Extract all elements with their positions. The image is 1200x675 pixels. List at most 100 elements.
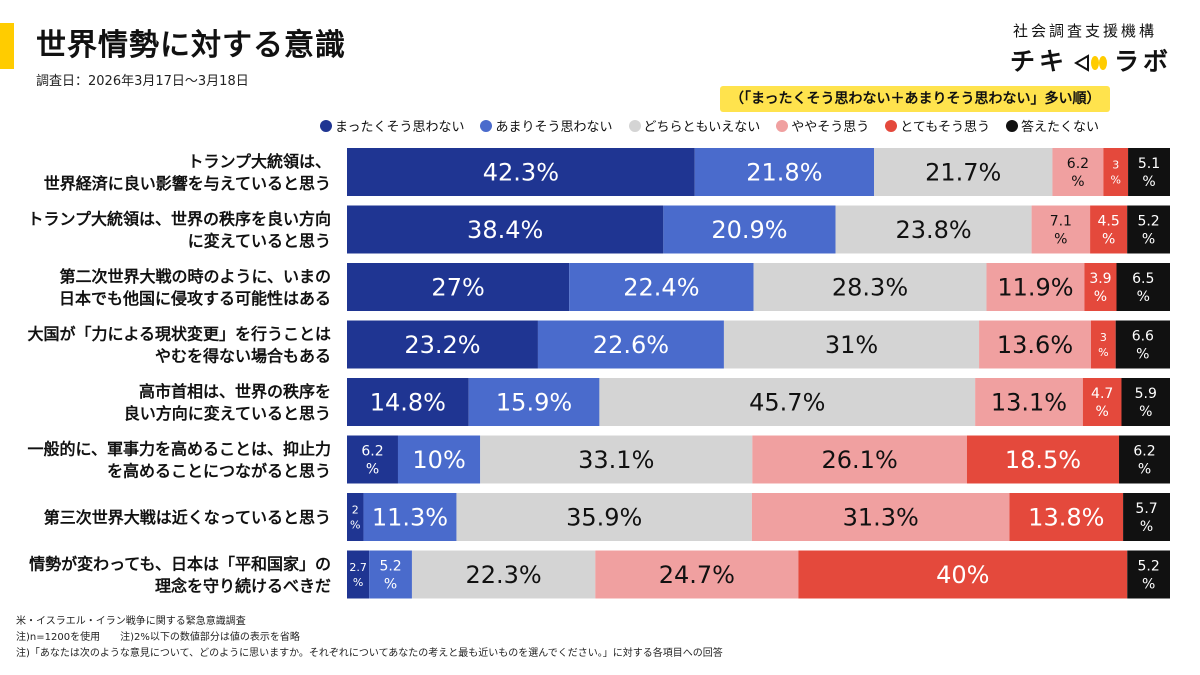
brand-left-text: チキ [1010, 47, 1069, 76]
bar-segment [347, 148, 695, 196]
bar-segment [1121, 378, 1170, 426]
data-label: 35.9% [566, 504, 642, 532]
bar-segment [986, 263, 1085, 311]
bar-segment [874, 148, 1053, 196]
legend-label: どちらともいえない [643, 120, 761, 135]
bar-segment [480, 435, 753, 484]
sort-order-note: （「まったくそう思わない＋あまりそう思わない」多い順） [720, 86, 1111, 112]
legend-dot-icon [480, 120, 493, 132]
data-label: 21.7% [925, 159, 1001, 187]
legend-label: ややそう思う [791, 120, 870, 135]
bar-row: 第二次世界大戦の時のように、いまの日本でも他国に侵攻する可能性はある 27% 22.… [59, 263, 1170, 311]
data-label: 2% [350, 503, 360, 531]
bar-segment [347, 205, 664, 254]
legend-label: 答えたくない [1020, 120, 1099, 135]
legend-label: あまりそう思わない [495, 120, 613, 135]
bar-row: 一般的に、軍事力を高めることは、抑止力を高めることにつながると思う 6.2% 10%… [27, 435, 1170, 484]
organization-name: 社会調査支援機構 [1013, 22, 1158, 40]
bar-row: 大国が「力による現状変更」を行うことはやむを得ない場合もある 23.2% 22.6%… [27, 320, 1170, 369]
category-label: 情勢が変わっても、日本は「平和国家」の理念を守り続けるべきだ [29, 555, 331, 596]
data-label: 23.2% [404, 331, 480, 359]
data-label: 6.2% [361, 444, 383, 478]
bar-segment [411, 550, 596, 599]
legend-dot-icon [885, 120, 898, 132]
data-label: 23.8% [895, 216, 971, 244]
bar-segment [1115, 320, 1170, 369]
data-label: 13.8% [1028, 504, 1104, 532]
data-label: 11.3% [372, 504, 448, 532]
bar-segment [1090, 205, 1128, 254]
data-label: 7.1% [1050, 214, 1072, 248]
bar-segment [1116, 263, 1170, 311]
data-label: 5.2% [1137, 214, 1159, 248]
footnotes: 米・イスラエル・イラン戦争に関する緊急意識調査 注)n=1200を使用 注)2%… [16, 614, 723, 662]
bar-segment [397, 435, 481, 484]
bar-segment [363, 493, 457, 541]
data-label: 5.9% [1135, 386, 1157, 420]
data-label: 3% [1098, 331, 1108, 359]
legend-label: とてもそう思う [900, 120, 990, 135]
data-label: 42.3% [483, 159, 559, 187]
page-title: 世界情勢に対する意識 [36, 28, 346, 63]
data-label: 22.6% [593, 331, 669, 359]
data-label: 14.8% [370, 389, 446, 417]
category-label: 大国が「力による現状変更」を行うことはやむを得ない場合もある [27, 325, 331, 366]
bar-segment [723, 320, 980, 369]
bar-segment [1084, 263, 1117, 311]
legend-label: まったくそう思わない [335, 120, 465, 135]
bar-segment [798, 550, 1128, 599]
data-label: 2.7% [349, 561, 367, 589]
data-label: 24.7% [659, 561, 735, 589]
data-label: 4.5% [1097, 214, 1119, 248]
data-label: 27% [431, 274, 484, 302]
bar-segment [1090, 320, 1116, 369]
bar-segment [1127, 205, 1170, 254]
bar-segment [1009, 493, 1124, 541]
category-label: 第二次世界大戦の時のように、いまの日本でも他国に侵攻する可能性はある [59, 267, 331, 308]
category-label: 一般的に、軍事力を高めることは、抑止力を高めることにつながると思う [27, 440, 331, 481]
data-label: 5.2% [1137, 559, 1159, 593]
bar-segment [347, 378, 469, 426]
legend-item: ややそう思う [776, 116, 869, 135]
legend-dot-icon [776, 120, 789, 132]
data-label: 38.4% [467, 216, 543, 244]
bar-row: 第三次世界大戦は近くなっていると思う 2% 11.3% 35.9% 31.3% 13.8%… [44, 493, 1170, 541]
data-label: 6.6% [1132, 329, 1154, 363]
bar-segment [1123, 493, 1170, 541]
bar-row: 情勢が変わっても、日本は「平和国家」の理念を守り続けるべきだ 2.7 % 5.2% 22… [29, 550, 1170, 599]
bar-segment [835, 205, 1032, 254]
bar-segment [1128, 148, 1170, 196]
bar-segment [369, 550, 412, 599]
data-label: 10% [412, 446, 465, 474]
bar-segment [1052, 148, 1104, 196]
data-label: 22.3% [465, 561, 541, 589]
data-label: 11.9% [997, 274, 1073, 302]
bar-segment [595, 550, 799, 599]
data-label: 45.7% [749, 389, 825, 417]
brand-right-text: ラボ [1114, 47, 1173, 76]
bar-segment [347, 550, 370, 599]
footnote-survey-name: 米・イスラエル・イラン戦争に関する緊急意識調査 [16, 616, 246, 627]
data-label: 21.8% [746, 159, 822, 187]
category-label: トランプ大統領は、世界の秩序を良い方向に変えていると思う [27, 210, 331, 251]
data-label: 33.1% [578, 446, 654, 474]
data-label: 22.4% [623, 274, 699, 302]
footnote-question: 注)「あなたは次のような意見について、どのように思いますか。それぞれについてあな… [16, 648, 723, 659]
bar-segment [347, 435, 398, 484]
data-label: 6.5% [1132, 271, 1154, 305]
title-accent-bar [0, 23, 14, 69]
bar-segment [468, 378, 600, 426]
brand-mark-icon [1074, 49, 1108, 78]
bar-segment [1119, 435, 1170, 484]
legend-item: まったくそう思わない [320, 116, 464, 135]
bar-row: 高市首相は、世界の秩序を良い方向に変えていると思う 14.8% 15.9% 45.7%… [124, 378, 1170, 426]
bar-segment [347, 320, 538, 369]
bar-row: トランプ大統領は、世界の秩序を良い方向に変えていると思う 38.4% 20.9% 23… [27, 205, 1170, 254]
legend-item: とてもそう思う [885, 116, 990, 135]
bar-row: トランプ大統領は、世界経済に良い影響を与えていると思う 42.3% 21.8% 21.… [44, 148, 1170, 196]
data-label: 3.9% [1089, 271, 1111, 305]
data-label: 26.1% [822, 446, 898, 474]
legend-dot-icon [320, 120, 332, 132]
data-label: 4.7% [1091, 386, 1113, 420]
